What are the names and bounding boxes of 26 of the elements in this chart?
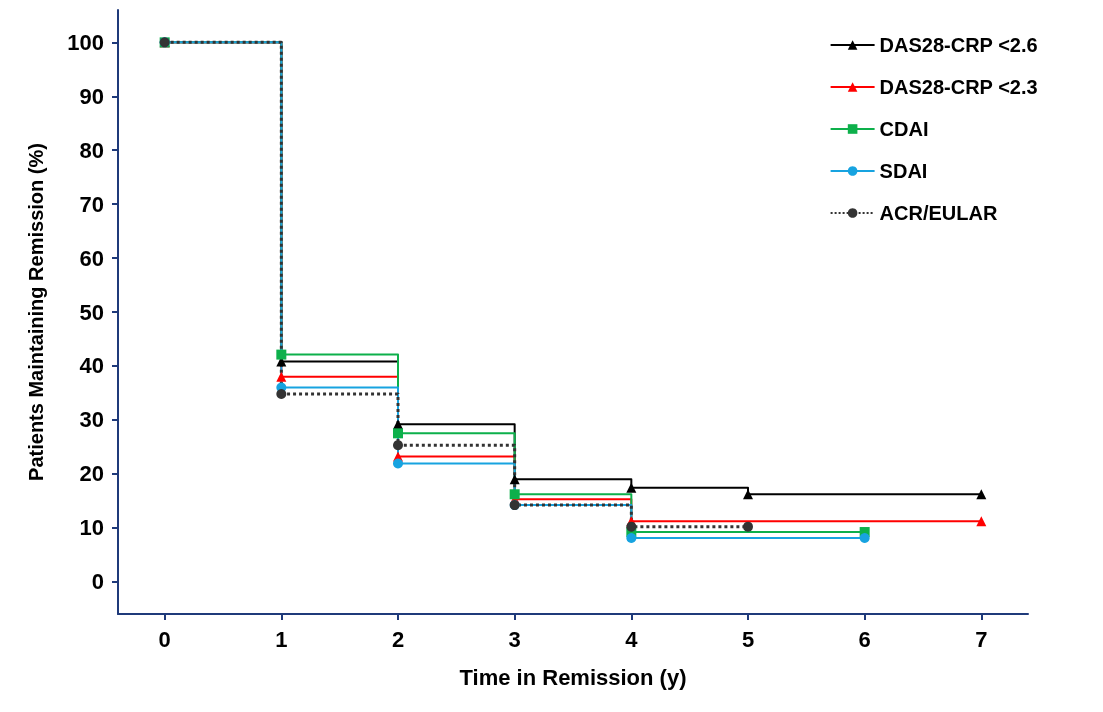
y-tick-label: 100 [67,29,104,55]
x-tick-label: 5 [741,626,755,652]
x-tick-label: 1 [275,626,288,652]
legend-label: DAS28-CRP <2.3 [879,76,1038,98]
x-axis-title: Time in Remission (y) [459,664,687,690]
y-tick-label: 50 [79,299,104,325]
x-tick-label: 7 [975,626,988,652]
y-tick-label: 80 [79,137,104,163]
x-tick-label: 3 [508,626,521,652]
x-tick-label: 6 [858,626,871,652]
legend-label: DAS28-CRP <2.6 [879,34,1038,56]
x-tick-label: 0 [158,626,171,652]
x-tick-label: 4 [625,626,639,652]
y-tick-label: 90 [79,83,104,109]
y-tick-label: 40 [79,353,104,379]
x-tick-label: 2 [391,626,405,652]
y-tick-label: 70 [79,191,104,217]
y-axis-title: Patients Maintaining Remission (%) [25,143,47,481]
y-tick-label: 60 [79,245,104,271]
y-tick-label: 10 [79,515,104,541]
legend-label: ACR/EULAR [879,202,998,224]
legend-label: CDAI [879,118,929,140]
y-tick-label: 20 [79,461,104,487]
y-tick-label: 0 [91,569,104,595]
legend-label: SDAI [879,160,928,182]
y-tick-label: 30 [79,407,104,433]
